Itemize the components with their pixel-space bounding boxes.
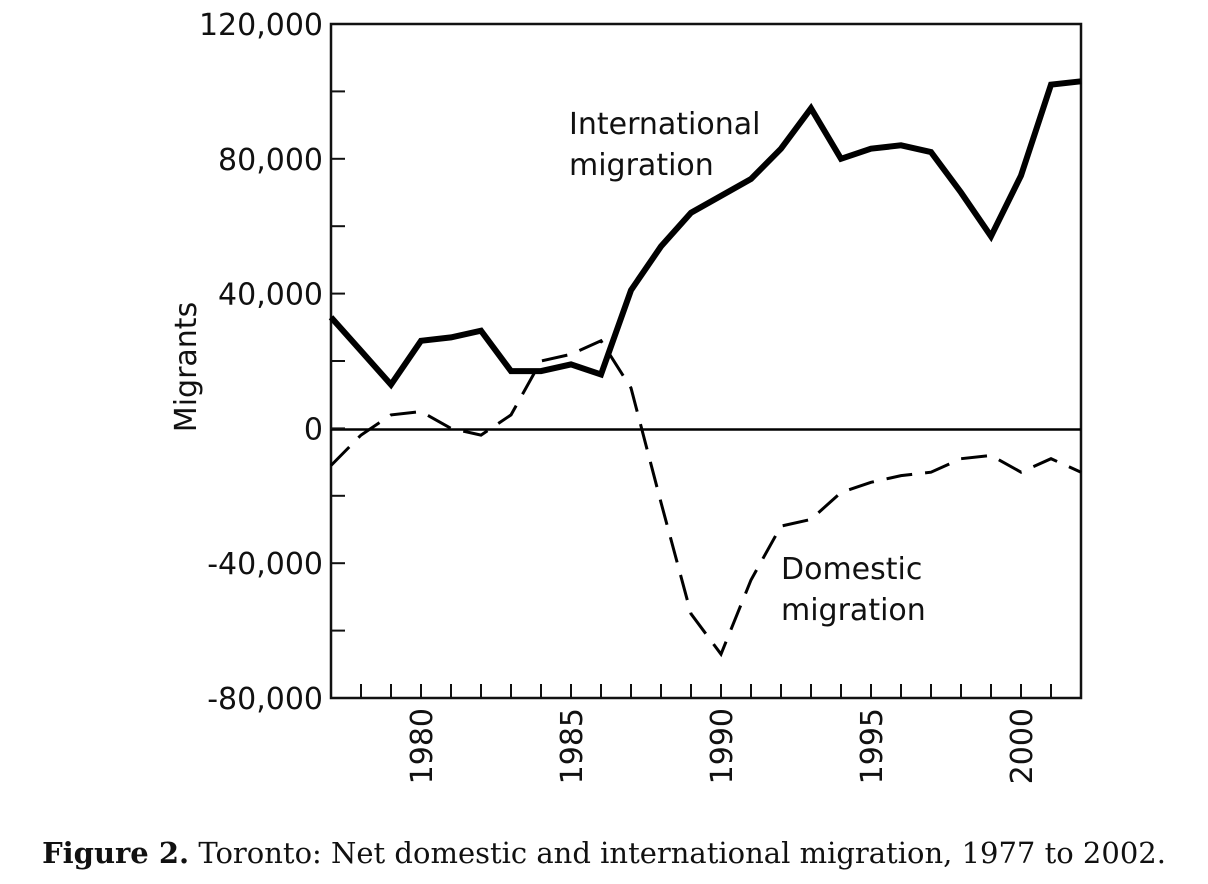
x-tick-label: 1995 — [855, 708, 890, 784]
y-tick-label: -40,000 — [207, 547, 323, 582]
international-label-line2: migration — [569, 148, 714, 183]
domestic-label-line2: migration — [781, 593, 926, 628]
domestic-migration-line — [329, 338, 1082, 658]
x-tick-label: 2000 — [1005, 708, 1040, 784]
caption-label: Figure 2. — [42, 836, 190, 870]
y-tick-label: 40,000 — [218, 278, 323, 313]
y-tick-label: 80,000 — [218, 143, 323, 178]
international-label-line1: International — [569, 107, 760, 142]
figure-caption: Figure 2. Toronto: Net domestic and inte… — [0, 836, 1208, 870]
x-tick-label: 1980 — [405, 708, 440, 784]
tick-labels: -80,000 -40,000 0 40,000 80,000 120,000 1980 19… — [199, 8, 1040, 784]
y-axis-label: Migrants — [169, 302, 204, 432]
series-labels: International migration Domestic migration — [569, 107, 926, 628]
caption-text: Toronto: Net domestic and international … — [189, 836, 1166, 870]
series-group — [328, 78, 1082, 658]
chart: -80,000 -40,000 0 40,000 80,000 120,000 1980 19… — [169, 8, 1083, 784]
y-tick-label: 120,000 — [199, 8, 323, 43]
x-tick-label: 1990 — [705, 708, 740, 784]
international-migration-line — [328, 78, 1082, 390]
y-tick-label: 0 — [304, 412, 323, 447]
x-tick-label: 1985 — [555, 708, 590, 784]
domestic-label-line1: Domestic — [781, 552, 922, 587]
y-tick-label: -80,000 — [207, 682, 323, 717]
ticks — [331, 23, 1052, 699]
